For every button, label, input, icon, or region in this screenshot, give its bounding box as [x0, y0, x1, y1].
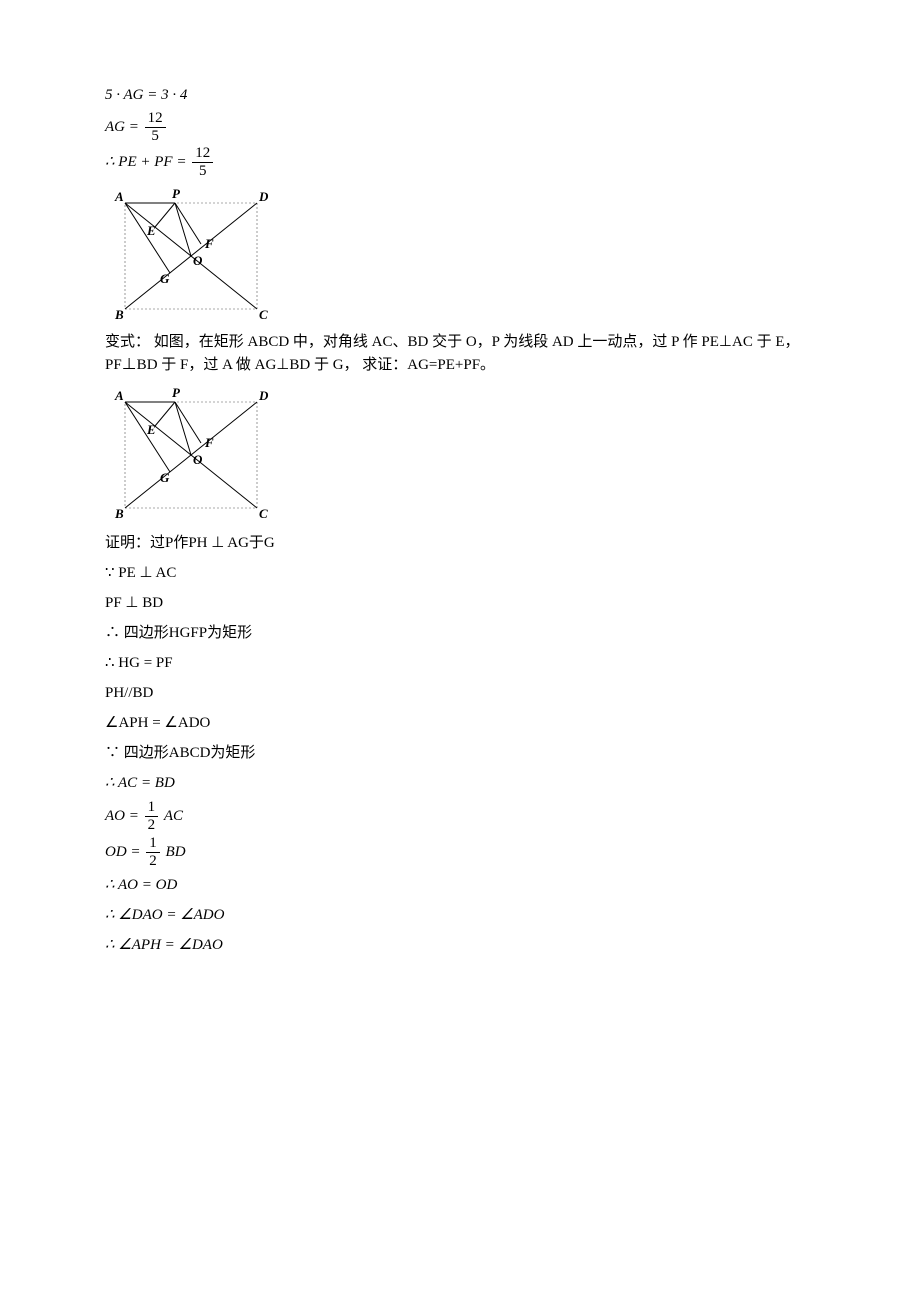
- svg-text:F: F: [204, 435, 214, 450]
- proof-l11-lhs: OD =: [105, 844, 141, 860]
- svg-text:D: D: [258, 388, 269, 403]
- svg-text:C: C: [259, 506, 268, 521]
- svg-text:O: O: [193, 452, 203, 467]
- proof-line-4: ∴ 四边形HGFP为矩形: [105, 620, 815, 647]
- svg-text:A: A: [114, 388, 124, 403]
- proof-l10-rhs: AC: [164, 808, 183, 824]
- variant-problem-text: 变式： 如图，在矩形 ABCD 中，对角线 AC、BD 交于 O，P 为线段 A…: [105, 331, 815, 376]
- svg-text:C: C: [259, 307, 268, 322]
- proof-l10-num: 1: [145, 800, 159, 817]
- svg-text:D: D: [258, 189, 269, 204]
- proof-line-6: PH//BD: [105, 680, 815, 707]
- eq1-text: 5 · AG = 3 · 4: [105, 87, 187, 103]
- proof-line-10: AO = 1 2 AC: [105, 800, 815, 833]
- equation-3: ∴ PE + PF = 12 5: [105, 146, 815, 179]
- proof-line-14: ∴ ∠APH = ∠DAO: [105, 932, 815, 959]
- proof-l11-den: 2: [146, 853, 160, 869]
- svg-text:E: E: [146, 223, 156, 238]
- svg-text:B: B: [114, 307, 124, 322]
- proof-line-9: ∴ AC = BD: [105, 770, 815, 797]
- proof-l10-frac: 1 2: [145, 800, 159, 833]
- proof-line-1: 证明：过P作PH ⊥ AG于G: [105, 530, 815, 557]
- proof-line-3: PF ⊥ BD: [105, 590, 815, 617]
- proof-l11-num: 1: [146, 836, 160, 853]
- svg-text:P: P: [172, 186, 181, 201]
- svg-text:E: E: [146, 422, 156, 437]
- geometry-figure-2: A P D B C O E F G: [105, 382, 815, 522]
- svg-text:O: O: [193, 253, 203, 268]
- proof-line-8-text: ∵ 四边形ABCD为矩形: [105, 745, 255, 761]
- proof-line-5: ∴ HG = PF: [105, 650, 815, 677]
- proof-l10-lhs: AO =: [105, 808, 139, 824]
- eq3-den: 5: [192, 163, 213, 179]
- proof-line-11: OD = 1 2 BD: [105, 836, 815, 869]
- proof-l11-rhs: BD: [166, 844, 186, 860]
- eq2-den: 5: [145, 128, 166, 144]
- proof-l11-frac: 1 2: [146, 836, 160, 869]
- proof-line-12-text: ∴ AO = OD: [105, 877, 177, 893]
- svg-text:F: F: [204, 236, 214, 251]
- eq2-num: 12: [145, 111, 166, 128]
- eq3-num: 12: [192, 146, 213, 163]
- svg-text:B: B: [114, 506, 124, 521]
- proof-line-8: ∵ 四边形ABCD为矩形: [105, 740, 815, 767]
- proof-line-14-text: ∴ ∠APH = ∠DAO: [105, 937, 223, 953]
- svg-text:A: A: [114, 189, 124, 204]
- eq2-lhs: AG =: [105, 119, 139, 135]
- proof-line-13-text: ∴ ∠DAO = ∠ADO: [105, 907, 224, 923]
- proof-l10-den: 2: [145, 817, 159, 833]
- proof-line-9-text: ∴ AC = BD: [105, 775, 175, 791]
- equation-1: 5 · AG = 3 · 4: [105, 82, 815, 109]
- svg-text:G: G: [160, 470, 170, 485]
- eq3-lhs: ∴ PE + PF =: [105, 154, 186, 170]
- svg-text:G: G: [160, 271, 170, 286]
- proof-line-7: ∠APH = ∠ADO: [105, 710, 815, 737]
- eq3-frac: 12 5: [192, 146, 213, 179]
- eq2-frac: 12 5: [145, 111, 166, 144]
- proof-line-12: ∴ AO = OD: [105, 872, 815, 899]
- geometry-figure-1: A P D B C O E F G: [105, 183, 815, 323]
- equation-2: AG = 12 5: [105, 111, 815, 144]
- svg-text:P: P: [172, 385, 181, 400]
- proof-line-2: ∵ PE ⊥ AC: [105, 560, 815, 587]
- proof-line-13: ∴ ∠DAO = ∠ADO: [105, 902, 815, 929]
